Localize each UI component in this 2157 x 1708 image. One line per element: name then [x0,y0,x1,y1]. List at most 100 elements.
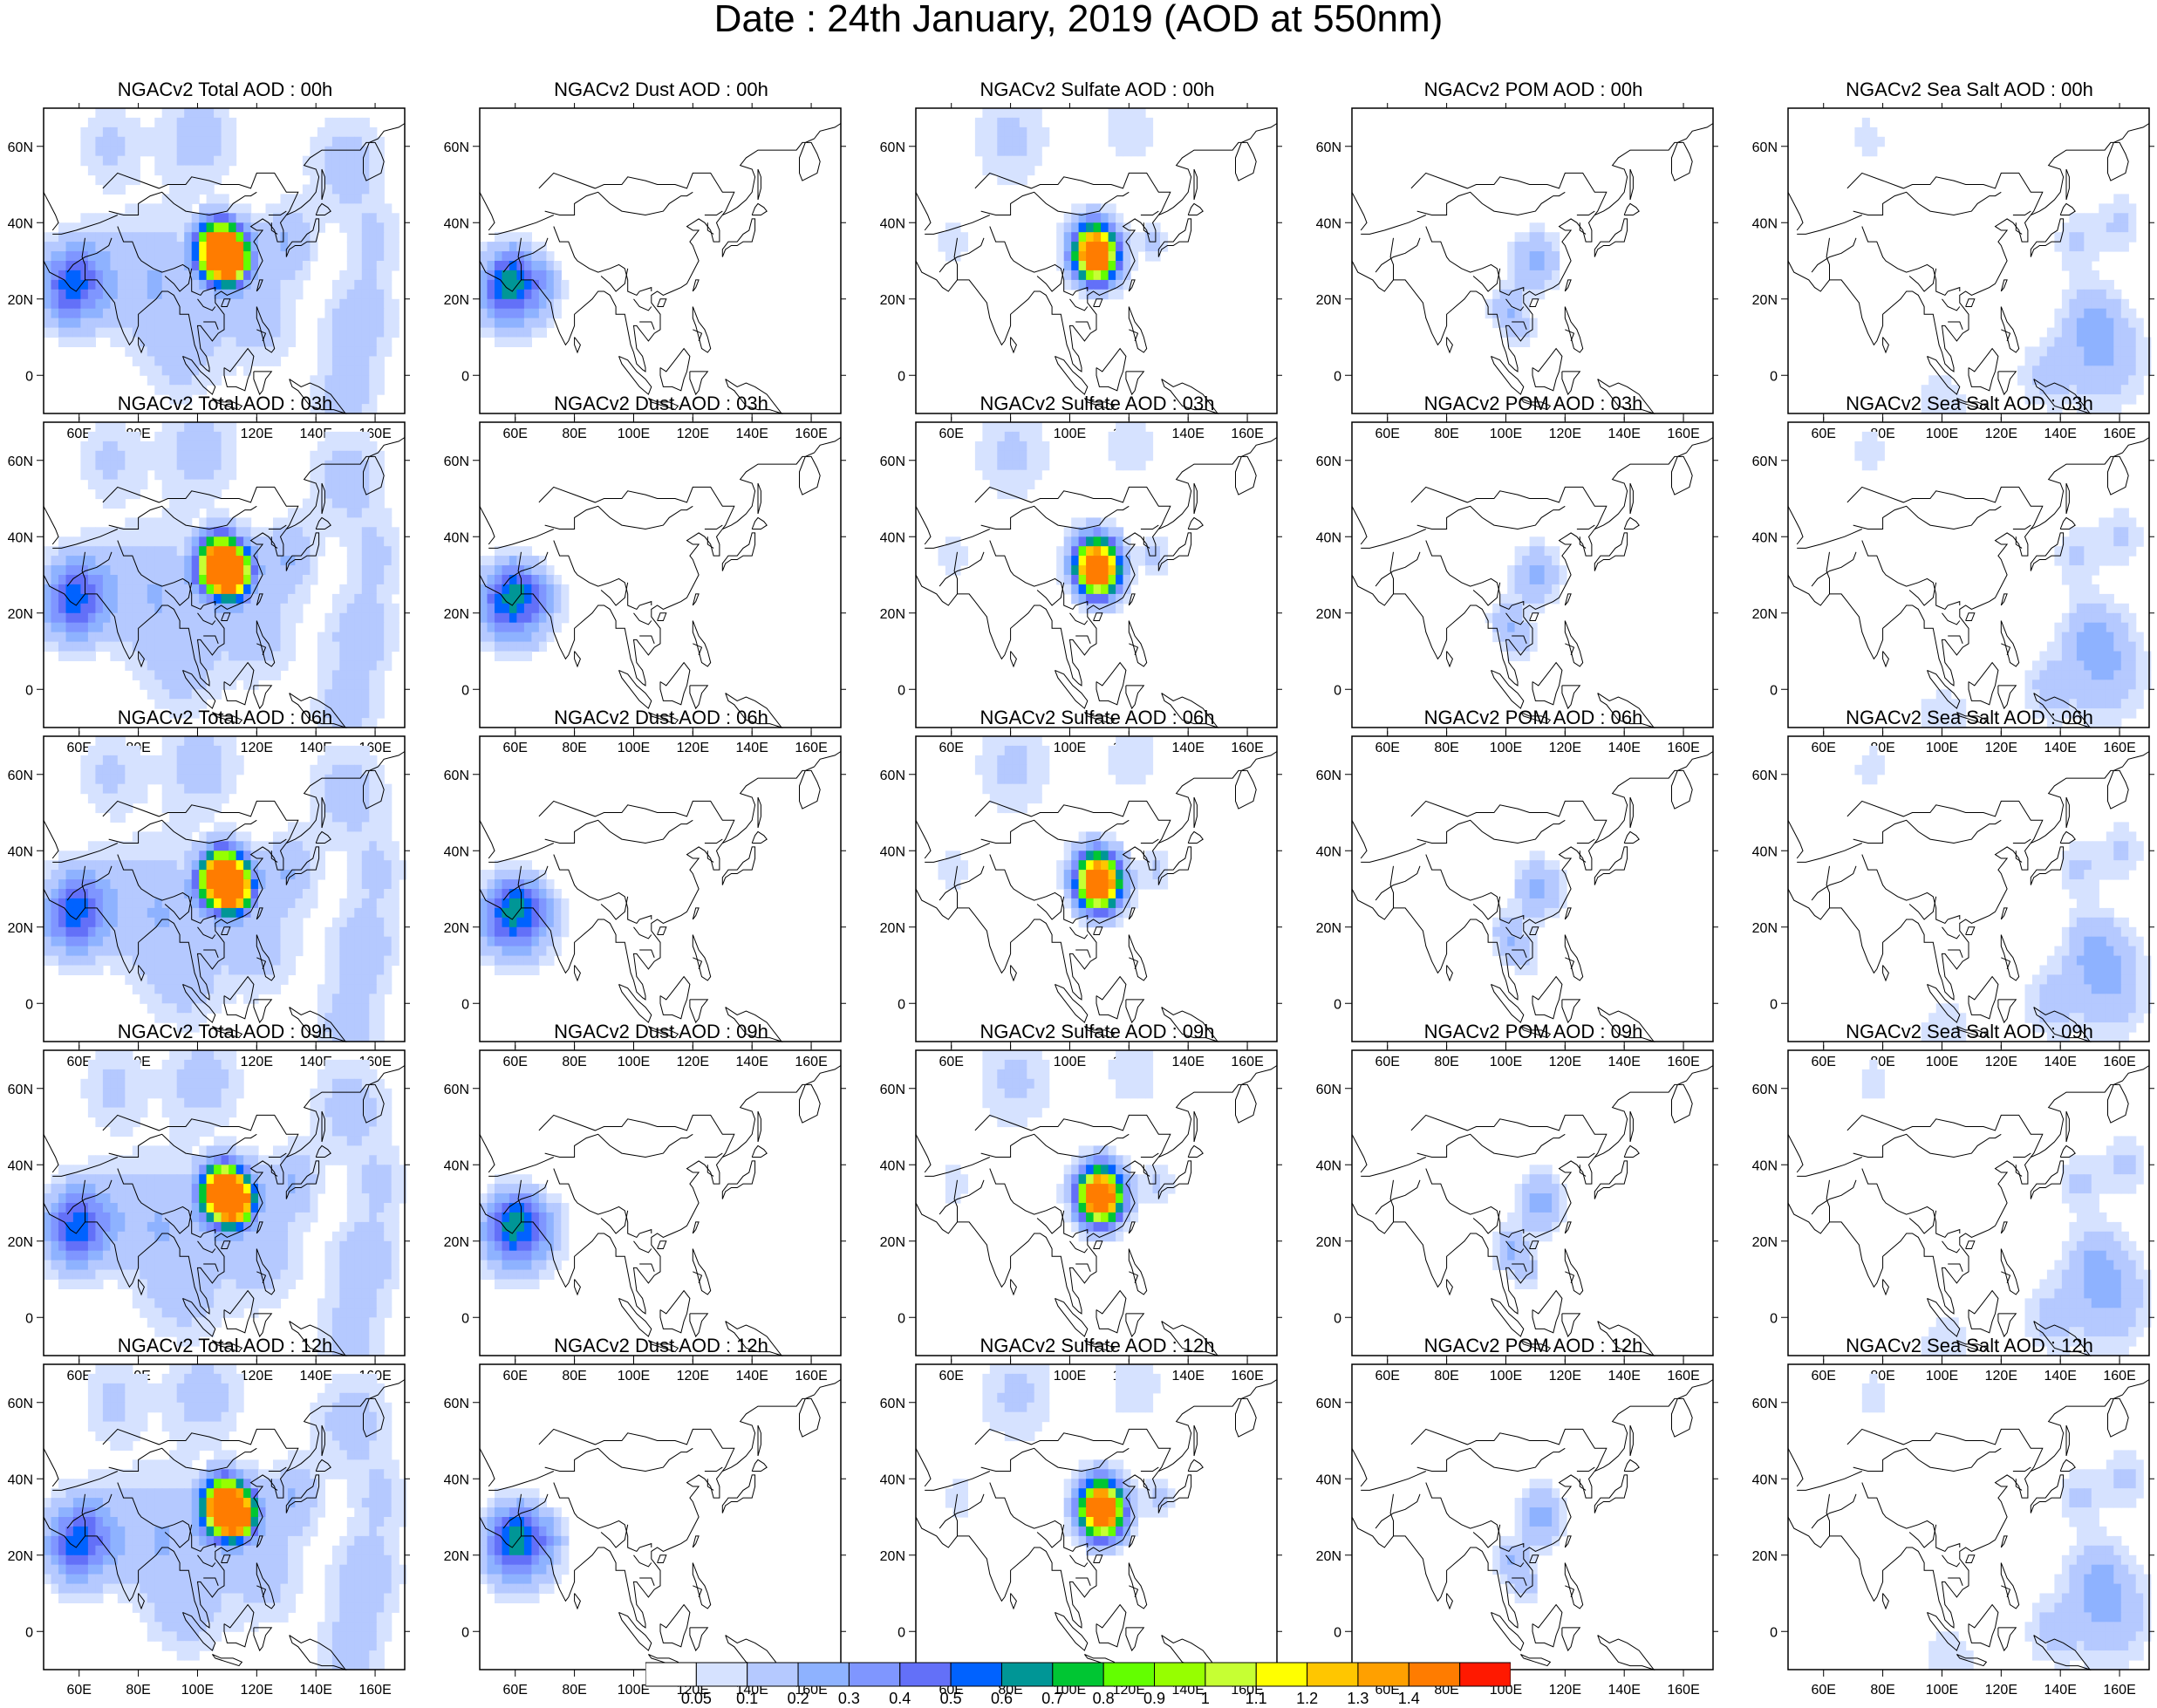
aod-cell [392,889,399,899]
aod-cell [2092,328,2099,338]
aod-cell [169,642,177,652]
aod-cell [133,956,140,967]
aod-cell [2143,660,2151,671]
aod-cell [184,642,192,652]
aod-cell [2032,680,2040,690]
aod-cell [2092,309,2099,319]
aod-cell [66,290,74,300]
aod-cell [384,632,392,643]
aod-cell [377,841,385,851]
aod-cell [118,451,126,461]
aod-cell [95,765,103,775]
aod-cell [125,974,133,985]
coastline [488,215,554,235]
aod-cell [945,242,953,252]
aod-cell [1552,232,1560,243]
aod-cell [2121,299,2129,310]
aod-cell [354,870,362,880]
aod-cell [73,860,81,871]
aod-cell [1109,137,1116,147]
aod-cell [2077,338,2085,348]
aod-cell [44,565,51,576]
aod-cell [243,328,251,338]
aod-cell [295,889,303,899]
aod-cell [317,480,325,490]
aod-cell [1109,251,1116,262]
aod-cell [303,879,311,890]
aod-cell [199,565,207,576]
aod-cell [80,775,88,785]
aod-cell [332,432,340,442]
aod-cell [347,918,355,928]
aod-cell [288,575,296,585]
aod-cell [88,546,96,557]
aod-cell [1545,232,1553,243]
aod-cell [51,956,59,967]
aod-cell [377,556,385,566]
aod-cell [377,251,385,262]
coastline [2001,644,2010,655]
aod-cell [236,309,244,319]
aod-cell [997,166,1005,176]
aod-cell [339,432,347,442]
coastline [1129,621,1146,667]
coastline [1129,644,1137,655]
aod-cell [1943,375,1951,386]
aod-cell [495,309,502,319]
aod-cell [243,623,251,633]
aod-cell [95,432,103,442]
aod-cell [133,356,140,366]
aod-cell [377,765,385,775]
aod-cell [516,652,524,662]
aod-cell [392,879,399,890]
aod-cell [480,328,488,338]
aod-cell [169,508,177,518]
coastline [1562,686,1580,708]
aod-cell [480,251,488,262]
aod-cell [369,546,377,557]
aod-cell [2084,356,2092,366]
aod-cell [303,565,311,576]
aod-cell [369,604,377,614]
aod-cell [332,290,340,300]
aod-cell [332,613,340,624]
aod-cell [516,623,524,633]
aod-cell [110,185,118,195]
aod-cell [133,118,140,128]
aod-cell [281,556,289,566]
panel-title: NGACv2 POM AOD : 03h [1350,393,1717,415]
aod-cell [266,927,274,938]
aod-cell [184,489,192,500]
aod-cell [1094,280,1102,290]
aod-cell [1109,261,1116,271]
aod-cell [140,670,147,680]
aod-cell [2136,660,2144,671]
aod-cell [140,794,147,804]
aod-cell [133,318,140,329]
aod-cell [110,927,118,938]
aod-cell [2106,232,2114,243]
aod-cell [1027,156,1034,167]
aod-cell [273,242,281,252]
aod-cell [147,660,155,671]
aod-cell [184,242,192,252]
aod-cell [80,156,88,167]
aod-cell [354,480,362,490]
aod-cell [222,480,229,490]
aod-cell [88,956,96,967]
aod-cell [273,222,281,232]
lat-tick-label: 40N [444,530,469,545]
aod-cell [118,594,126,605]
aod-cell [480,565,488,576]
aod-cell [154,623,162,633]
aod-cell [369,937,377,947]
aod-cell [192,623,200,633]
aod-cell [303,860,311,871]
aod-cell [229,594,236,605]
aod-cell [2099,375,2106,386]
aod-cell [58,623,66,633]
aod-cell [162,870,170,880]
aod-cell [509,242,517,252]
aod-cell [266,898,274,909]
aod-cell [88,328,96,338]
